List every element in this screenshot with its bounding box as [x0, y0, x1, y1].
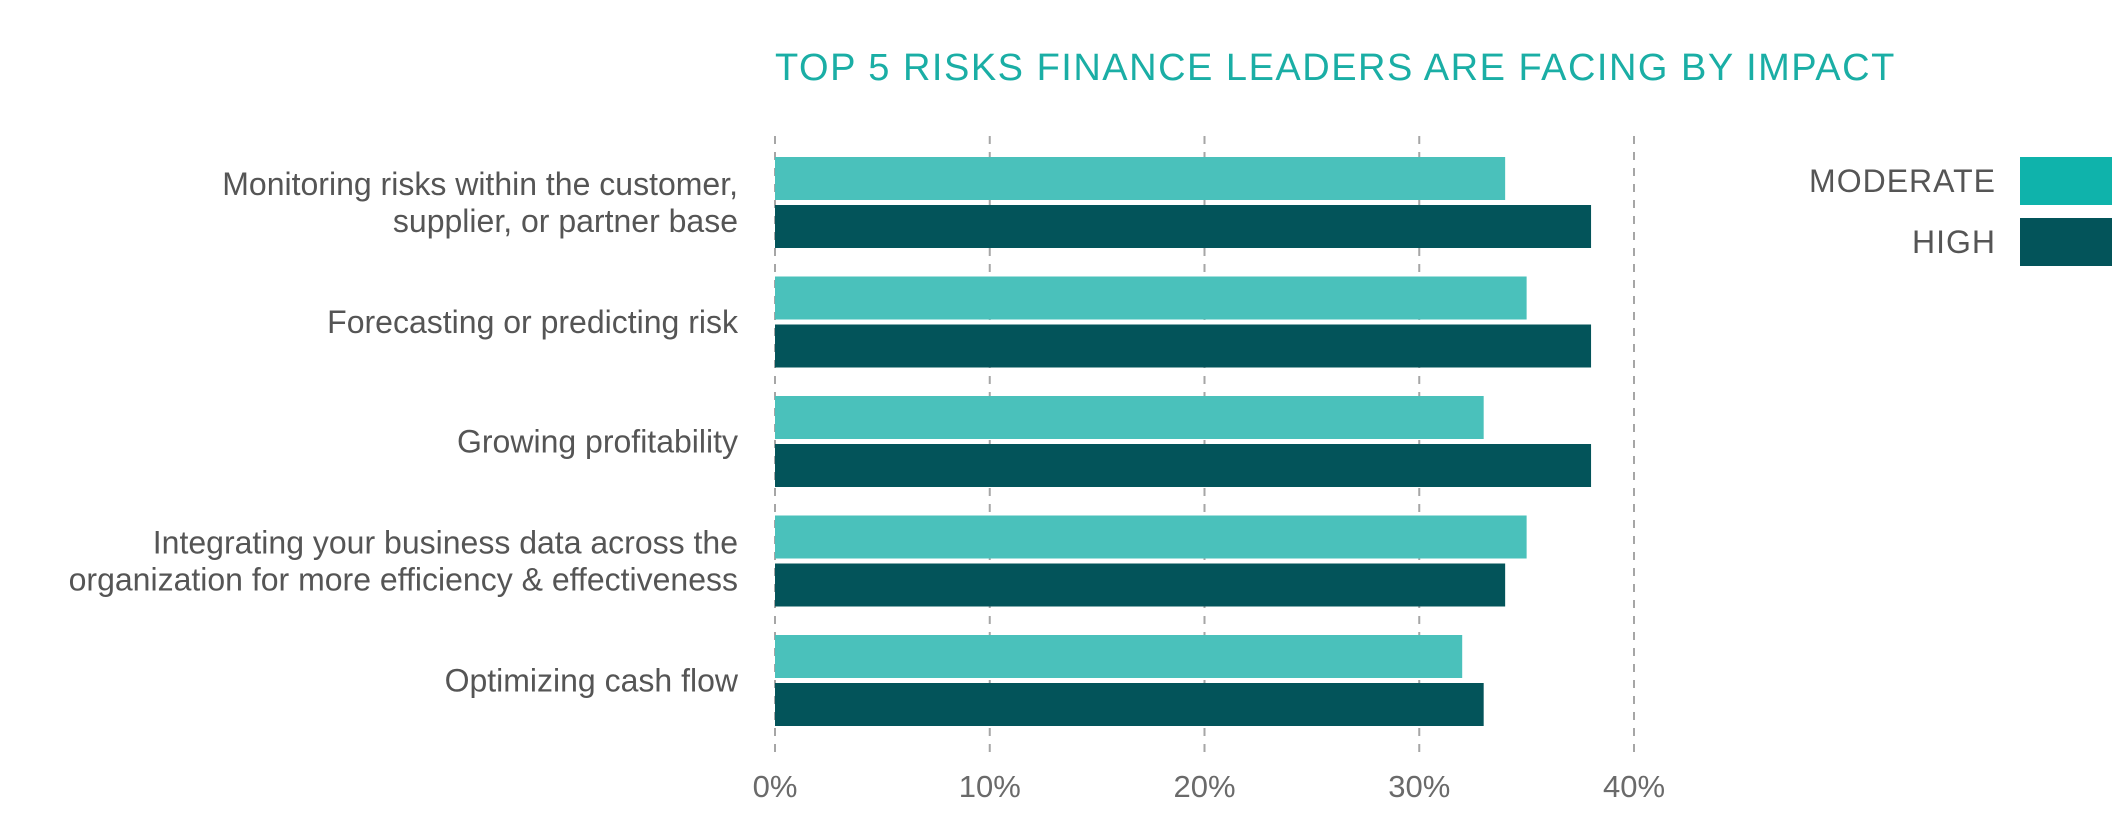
bar-high [775, 444, 1592, 487]
category-label: Monitoring risks within the customer, [222, 166, 738, 202]
legend-moderate-label: MODERATE [1809, 163, 1996, 199]
legend-moderate-swatch [2020, 157, 2112, 205]
category-label: Optimizing cash flow [445, 663, 739, 699]
bar-high [775, 683, 1484, 726]
bar-moderate [775, 157, 1506, 200]
bar-moderate [775, 396, 1484, 439]
category-label: supplier, or partner base [393, 203, 738, 239]
bar-moderate [775, 635, 1463, 678]
category-label: Growing profitability [457, 424, 738, 460]
x-tick-label: 0% [753, 769, 798, 804]
legend-high-swatch [2020, 218, 2112, 266]
bar-moderate [775, 276, 1527, 320]
x-tick-label: 20% [1173, 769, 1235, 804]
x-tick-label: 30% [1388, 769, 1450, 804]
legend-high-label: HIGH [1912, 224, 1996, 260]
x-axis-ticks: 0% 10% 20% 30% 40% [753, 769, 1665, 804]
x-tick-label: 40% [1603, 769, 1665, 804]
bar-high [775, 324, 1592, 368]
bar-high [775, 563, 1506, 607]
bar-moderate [775, 515, 1527, 559]
category-label: Integrating your business data across th… [153, 525, 738, 561]
x-tick-label: 10% [959, 769, 1021, 804]
bars [775, 157, 1592, 726]
chart-title: TOP 5 RISKS FINANCE LEADERS ARE FACING B… [775, 47, 1896, 89]
category-label: organization for more efficiency & effec… [69, 562, 738, 598]
category-label: Forecasting or predicting risk [327, 304, 739, 340]
bar-high [775, 205, 1592, 248]
legend: MODERATE HIGH [1809, 157, 2112, 266]
category-labels: Monitoring risks within the customer,sup… [69, 166, 739, 699]
